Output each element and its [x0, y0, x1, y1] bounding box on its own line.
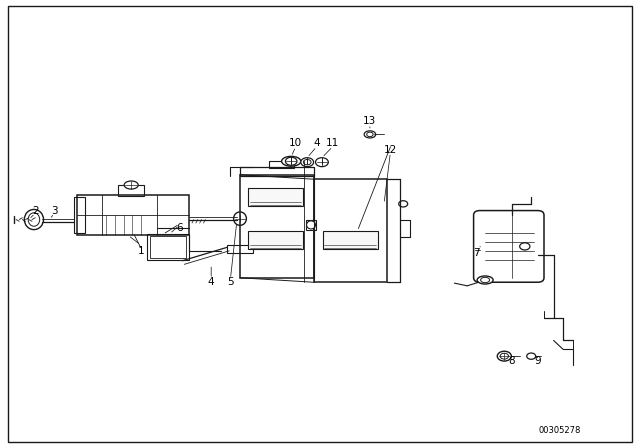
Text: 12: 12	[384, 145, 397, 155]
Bar	[269, 161, 294, 168]
Bar	[314, 179, 387, 282]
Ellipse shape	[367, 132, 373, 137]
Bar	[240, 175, 314, 278]
Ellipse shape	[303, 159, 311, 165]
Ellipse shape	[285, 157, 297, 165]
Ellipse shape	[497, 351, 511, 361]
Ellipse shape	[124, 181, 138, 189]
Bar	[240, 167, 314, 176]
Text: 13: 13	[364, 116, 376, 126]
Text: 6: 6	[176, 224, 182, 233]
Text: 00305278: 00305278	[539, 426, 581, 435]
Ellipse shape	[307, 221, 316, 229]
Text: 2: 2	[32, 206, 38, 215]
Text: 4: 4	[208, 277, 214, 287]
Text: 3: 3	[51, 206, 58, 215]
Ellipse shape	[399, 201, 408, 207]
Bar	[118, 185, 144, 196]
Text: 4: 4	[314, 138, 320, 148]
Ellipse shape	[316, 158, 328, 167]
Bar	[77, 195, 189, 235]
Ellipse shape	[481, 277, 490, 283]
Bar	[248, 231, 303, 249]
Ellipse shape	[234, 212, 246, 225]
Bar	[306, 220, 316, 230]
Text: 9: 9	[534, 356, 541, 366]
Ellipse shape	[364, 131, 376, 138]
Ellipse shape	[520, 243, 530, 250]
Ellipse shape	[24, 209, 44, 229]
Bar	[248, 188, 303, 206]
Text: 7: 7	[474, 248, 480, 258]
Bar	[147, 234, 189, 260]
Text: 10: 10	[289, 138, 302, 148]
Bar	[150, 236, 186, 258]
Ellipse shape	[28, 213, 40, 226]
Ellipse shape	[301, 158, 314, 167]
Text: 8: 8	[509, 356, 515, 366]
FancyBboxPatch shape	[474, 211, 544, 282]
Text: 1: 1	[138, 246, 144, 256]
Bar	[323, 231, 378, 249]
Ellipse shape	[500, 353, 509, 359]
Ellipse shape	[477, 276, 493, 284]
Ellipse shape	[282, 156, 301, 166]
Bar	[227, 245, 253, 253]
Bar	[74, 197, 85, 233]
Ellipse shape	[527, 353, 536, 359]
Text: 11: 11	[326, 138, 339, 148]
Text: 5: 5	[227, 277, 234, 287]
